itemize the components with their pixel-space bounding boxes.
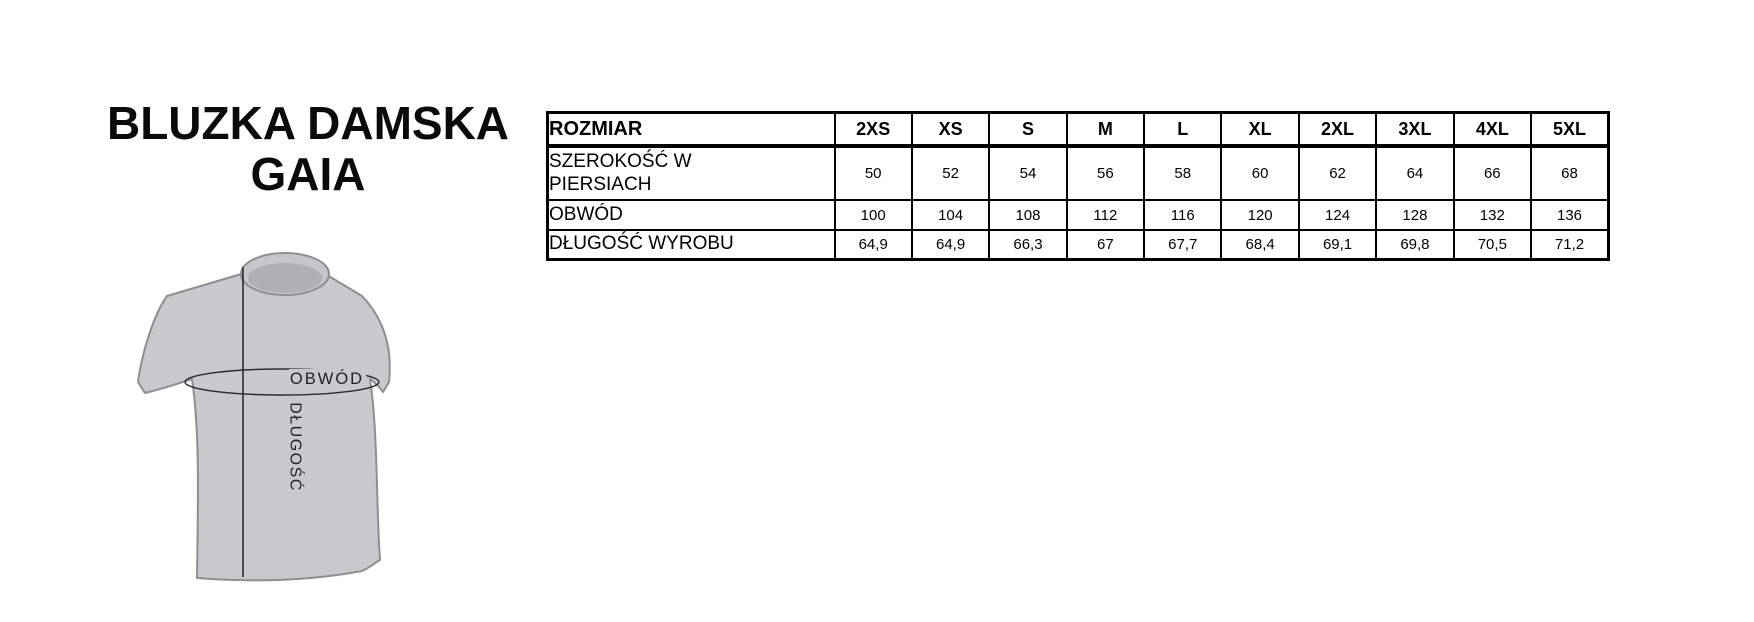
girth-value: 132 [1452,199,1533,231]
product-length-value: 71,2 [1530,229,1610,261]
chest-width-value: 56 [1065,145,1146,201]
chest-width-value: 58 [1143,145,1223,201]
girth-value: 124 [1297,199,1378,231]
chest-width-value: 68 [1530,145,1610,201]
size-col-m: M [1065,111,1146,148]
collar-inner-shadow [248,263,322,293]
size-col-4xl: 4XL [1452,111,1533,148]
row-label-girth: OBWÓD [546,199,836,231]
product-length-value: 69,1 [1297,229,1378,261]
chest-width-value: 60 [1220,145,1300,201]
size-col-xl: XL [1220,111,1300,148]
table-row-chest-width: SZEROKOŚĆ W PIERSIACH 50 52 54 56 58 60 … [546,145,1610,201]
size-table-header-row: ROZMIAR 2XS XS S M L XL 2XL 3XL 4XL 5XL [546,111,1610,148]
product-title-line2: GAIA [250,148,366,200]
girth-value: 120 [1220,199,1300,231]
girth-measure-ellipse [184,368,380,396]
chest-width-value: 62 [1297,145,1378,201]
product-title: BLUZKA DAMSKA GAIA [103,98,513,200]
table-row-product-length: DŁUGOŚĆ WYROBU 64,9 64,9 66,3 67 67,7 68… [546,229,1610,261]
tshirt-figure-svg: OBWÓD DŁUGOŚĆ [137,252,391,582]
product-length-value: 64,9 [910,229,991,261]
size-col-l: L [1143,111,1223,148]
girth-value: 112 [1065,199,1146,231]
size-col-s: S [988,111,1068,148]
girth-label-mask [289,369,366,388]
row-label-product-length: DŁUGOŚĆ WYROBU [546,229,836,261]
product-length-value: 64,9 [833,229,913,261]
girth-value: 100 [833,199,913,231]
size-col-2xs: 2XS [833,111,913,148]
product-length-value: 66,3 [988,229,1068,261]
size-col-2xl: 2XL [1297,111,1378,148]
size-col-3xl: 3XL [1375,111,1455,148]
tshirt-body-shape [137,271,391,582]
product-length-value: 68,4 [1220,229,1300,261]
girth-value: 136 [1530,199,1610,231]
chest-width-value: 64 [1375,145,1455,201]
girth-value: 128 [1375,199,1455,231]
product-length-value: 70,5 [1452,229,1533,261]
length-label: DŁUGOŚĆ [287,402,306,492]
chest-width-value: 50 [833,145,913,201]
size-table-corner-label: ROZMIAR [546,111,836,148]
product-length-value: 67,7 [1143,229,1223,261]
size-col-xs: XS [910,111,991,148]
girth-value: 116 [1143,199,1223,231]
size-col-5xl: 5XL [1530,111,1610,148]
row-label-chest-width: SZEROKOŚĆ W PIERSIACH [546,145,836,201]
chest-width-value: 54 [988,145,1068,201]
tshirt-measurement-diagram: OBWÓD DŁUGOŚĆ [112,222,412,597]
chest-width-value: 66 [1452,145,1533,201]
size-table: ROZMIAR 2XS XS S M L XL 2XL 3XL 4XL 5XL … [546,111,1610,261]
product-title-line1: BLUZKA DAMSKA [106,97,510,149]
product-length-value: 69,8 [1375,229,1455,261]
chest-width-value: 52 [910,145,991,201]
girth-value: 104 [910,199,991,231]
girth-label: OBWÓD [290,369,364,388]
girth-value: 108 [988,199,1068,231]
table-row-girth: OBWÓD 100 104 108 112 116 120 124 128 13… [546,199,1610,231]
product-length-value: 67 [1065,229,1146,261]
